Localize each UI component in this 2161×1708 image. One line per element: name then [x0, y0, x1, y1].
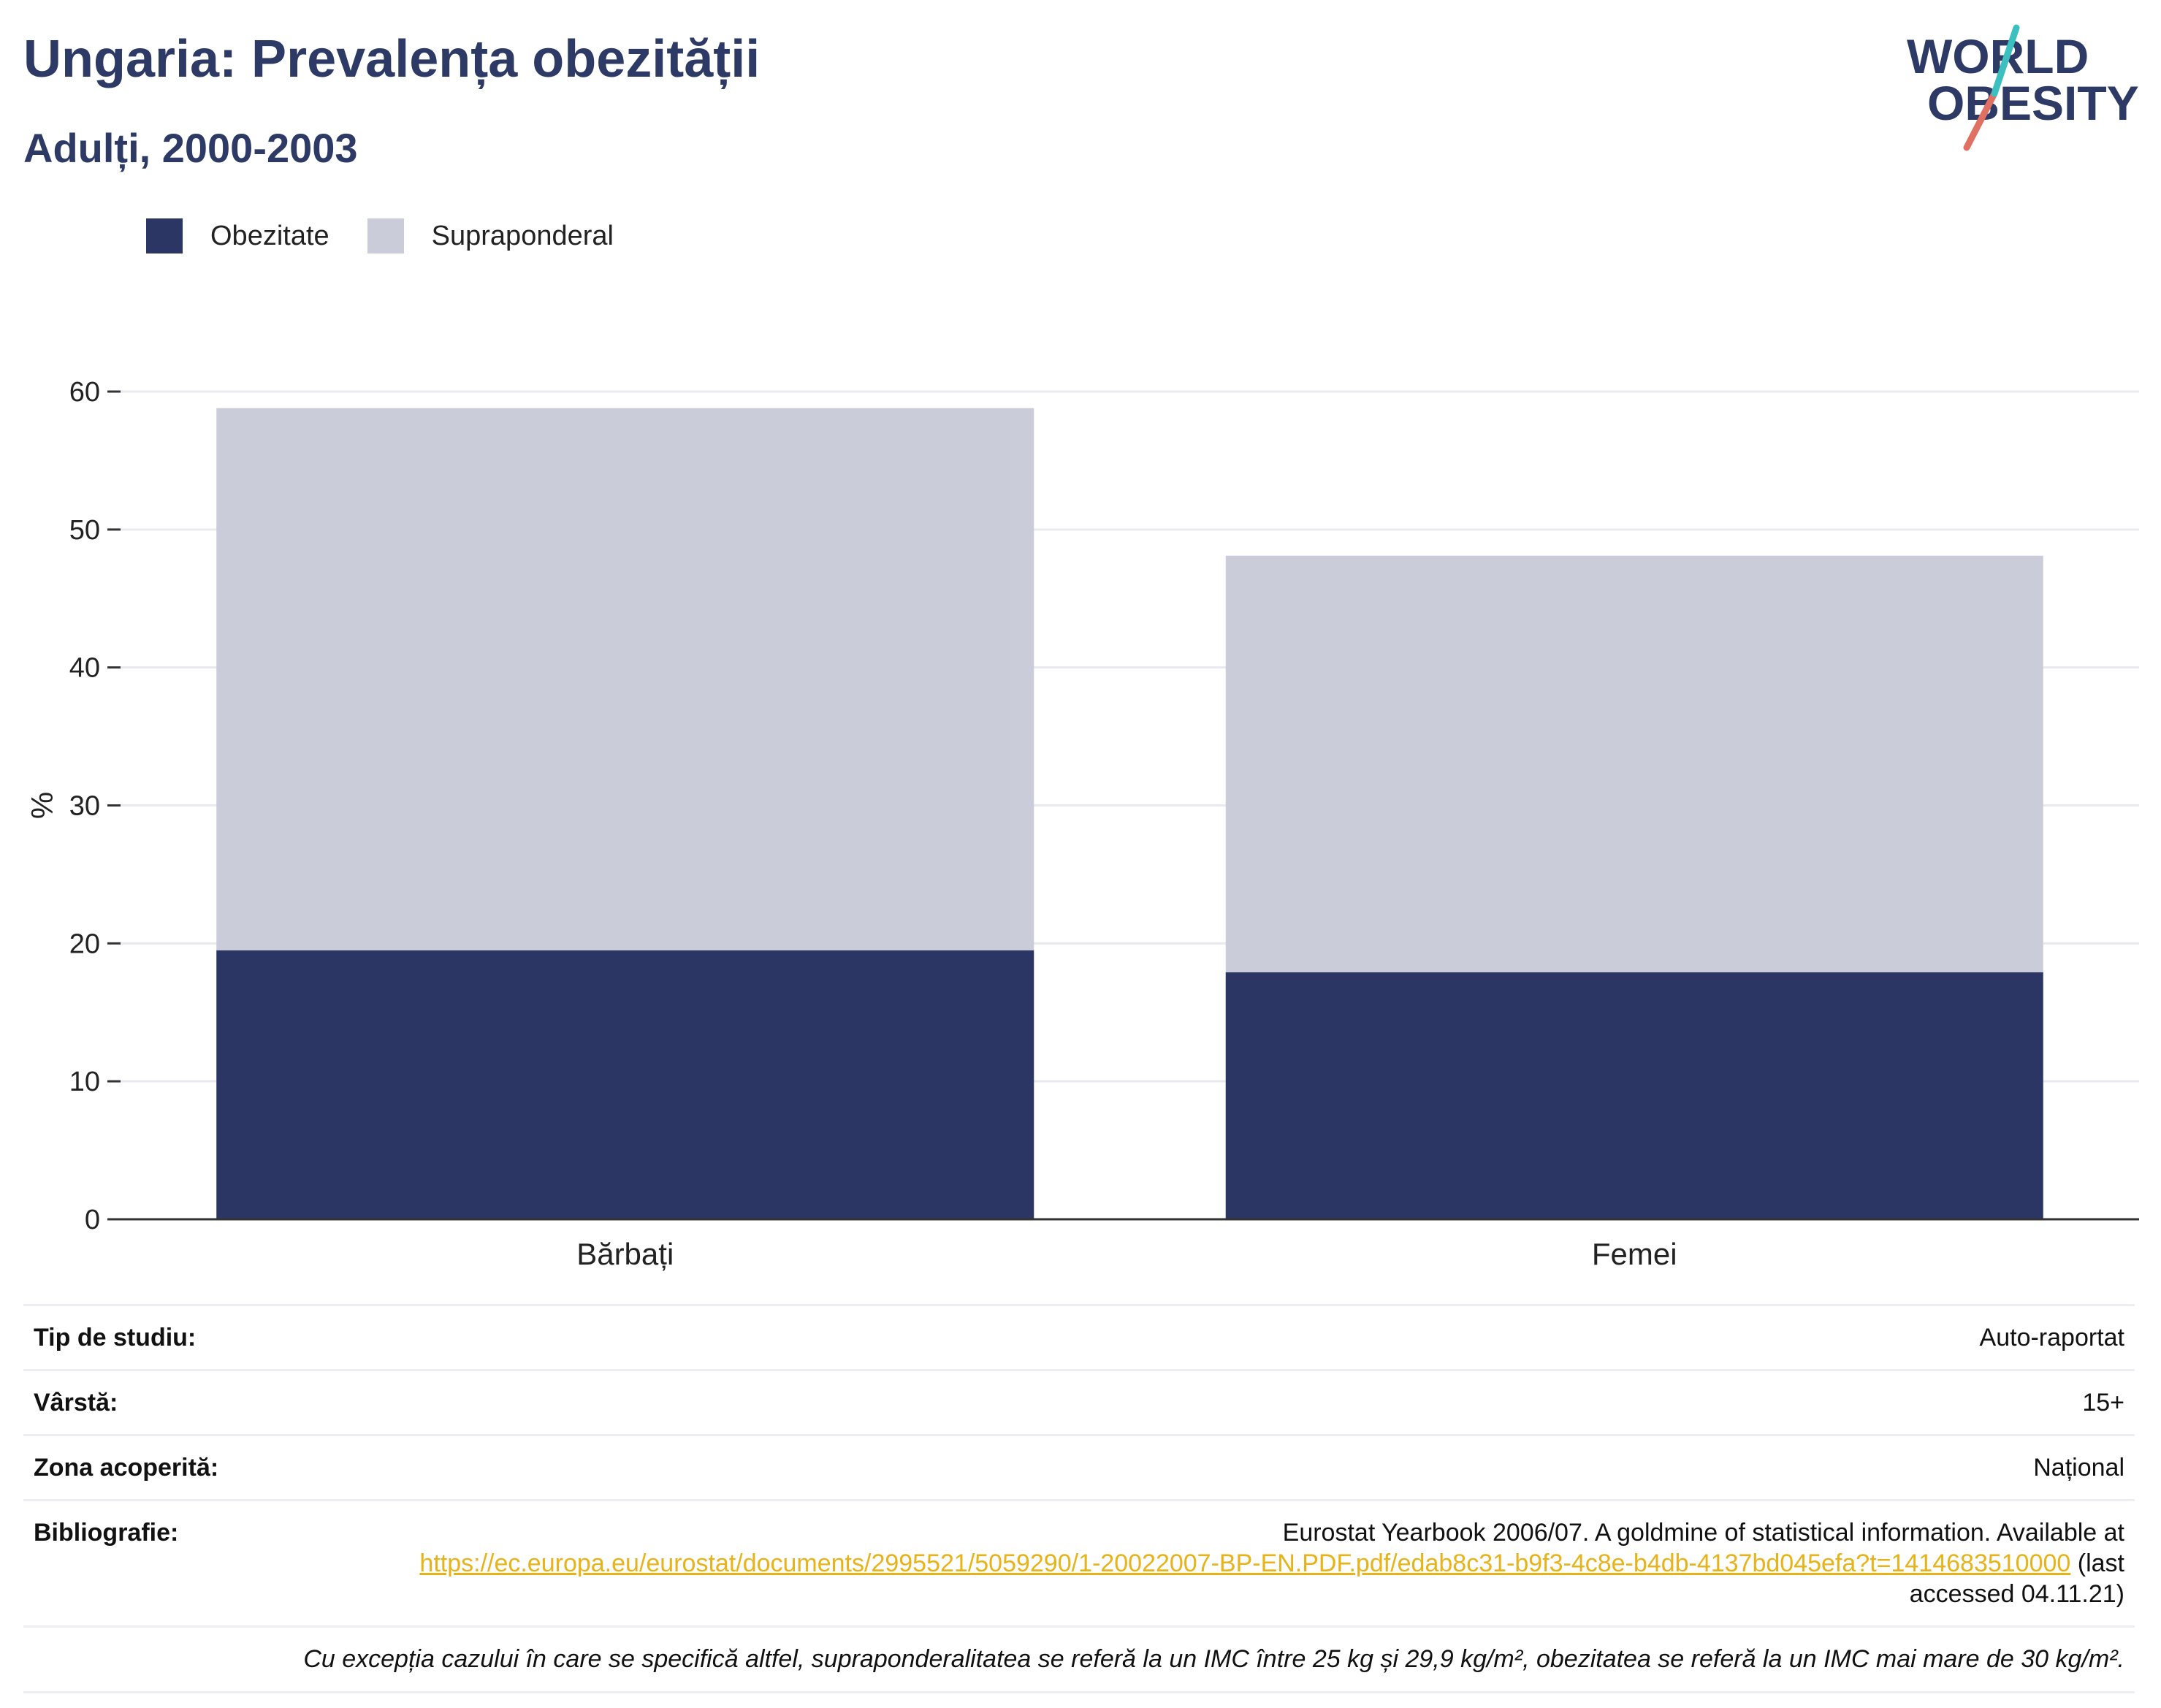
y-tick-label: 0: [85, 1205, 100, 1235]
coverage-value: Național: [2033, 1454, 2124, 1482]
study-type-value: Auto-raportat: [1979, 1324, 2124, 1351]
logo-slash-coral: [1963, 90, 1998, 151]
info-row-study-type: Tip de studiu: Auto-raportat: [23, 1304, 2135, 1369]
x-tick-label: Bărbați: [576, 1237, 674, 1271]
x-tick-label: Femei: [1592, 1237, 1677, 1271]
bar-obesity-men[interactable]: [216, 950, 1034, 1219]
definition-footnote: Cu excepția cazului în care se specifică…: [23, 1625, 2135, 1693]
bar-overweight-women[interactable]: [1225, 555, 2043, 972]
stacked-bar-chart: 0 10 20 30 40 50 60% Bărbați Femei: [25, 377, 2139, 1271]
legend-label-obesity: Obezitate: [210, 220, 329, 251]
y-axis-label: %: [25, 792, 59, 819]
y-tick-label: 50: [69, 515, 100, 546]
page-subtitle: Adulți, 2000-2003: [23, 125, 358, 171]
age-value: 15+: [2082, 1389, 2124, 1417]
logo-slash-teal: [1991, 24, 2020, 97]
age-label: Vârstă:: [34, 1389, 118, 1417]
legend-item-overweight[interactable]: Supraponderal: [367, 218, 614, 253]
bibliography-text: Eurostat Yearbook 2006/07. A goldmine of…: [1282, 1519, 2124, 1547]
y-tick-label: 20: [69, 929, 100, 959]
bibliography-value: Eurostat Yearbook 2006/07. A goldmine of…: [371, 1517, 2124, 1609]
y-tick-label: 40: [69, 653, 100, 684]
info-row-bibliography: Bibliografie: Eurostat Yearbook 2006/07.…: [23, 1499, 2135, 1625]
bibliography-accessed: (last accessed 04.11.21): [1909, 1549, 2124, 1608]
world-obesity-logo: WORLD OBESITY: [1907, 22, 2148, 153]
legend-swatch-overweight: [367, 218, 404, 253]
study-type-label: Tip de studiu:: [34, 1324, 197, 1351]
legend-swatch-obesity: [146, 218, 183, 253]
y-tick-label: 60: [69, 377, 100, 408]
chart-legend: Obezitate Supraponderal: [146, 218, 652, 254]
info-row-coverage: Zona acoperită: Național: [23, 1434, 2135, 1499]
page-title: Ungaria: Prevalența obezității: [23, 30, 761, 88]
y-tick-label: 30: [69, 791, 100, 822]
logo-line2: OBESITY: [1927, 76, 2139, 130]
study-info-table: Tip de studiu: Auto-raportat Vârstă: 15+…: [23, 1304, 2135, 1693]
bar-overweight-men[interactable]: [216, 408, 1034, 950]
bar-obesity-women[interactable]: [1225, 972, 2043, 1219]
bibliography-label: Bibliografie:: [34, 1519, 179, 1547]
bibliography-link[interactable]: https://ec.europa.eu/eurostat/documents/…: [419, 1549, 2071, 1577]
info-row-age: Vârstă: 15+: [23, 1369, 2135, 1434]
legend-label-overweight: Supraponderal: [431, 220, 614, 251]
y-tick-label: 10: [69, 1067, 100, 1097]
legend-item-obesity[interactable]: Obezitate: [146, 218, 329, 253]
coverage-label: Zona acoperită:: [34, 1454, 219, 1482]
